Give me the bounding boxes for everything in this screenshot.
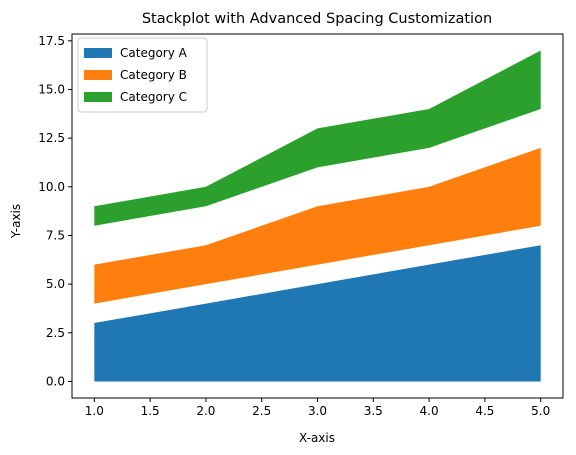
y-tick-label: 7.5 xyxy=(46,228,65,242)
legend-label: Category B xyxy=(120,68,187,82)
x-axis-label: X-axis xyxy=(299,431,335,445)
legend: Category A Category B Category C xyxy=(77,37,208,113)
legend-label: Category C xyxy=(120,90,187,104)
x-axis-ticks: 1.0 1.5 2.0 2.5 3.0 3.5 4.0 4.5 5.0 xyxy=(85,398,550,418)
legend-swatch xyxy=(84,92,112,102)
x-tick-label: 5.0 xyxy=(531,404,550,418)
y-tick-label: 5.0 xyxy=(46,277,65,291)
y-axis-label: Y-axis xyxy=(9,204,23,239)
y-tick-label: 10.0 xyxy=(38,180,65,194)
y-tick-label: 0.0 xyxy=(46,374,65,388)
legend-swatch xyxy=(84,70,112,80)
area-series-category-c xyxy=(94,50,541,226)
x-tick-label: 1.5 xyxy=(141,404,160,418)
legend-swatch xyxy=(84,48,112,58)
y-tick-label: 2.5 xyxy=(46,326,65,340)
x-tick-label: 4.5 xyxy=(475,404,494,418)
y-axis-ticks: 0.0 2.5 5.0 7.5 10.0 12.5 15.0 17.5 xyxy=(38,34,72,388)
x-tick-label: 3.0 xyxy=(308,404,327,418)
chart-title: Stackplot with Advanced Spacing Customiz… xyxy=(142,11,492,27)
y-tick-label: 12.5 xyxy=(38,131,65,145)
x-tick-label: 4.0 xyxy=(420,404,439,418)
x-tick-label: 2.5 xyxy=(252,404,271,418)
x-tick-label: 2.0 xyxy=(196,404,215,418)
legend-label: Category A xyxy=(120,46,188,60)
x-tick-label: 3.5 xyxy=(364,404,383,418)
area-series-category-a xyxy=(94,245,541,382)
area-layer xyxy=(94,50,541,382)
x-tick-label: 1.0 xyxy=(85,404,104,418)
y-tick-label: 15.0 xyxy=(38,82,65,96)
area-series-category-b xyxy=(94,147,541,304)
y-tick-label: 17.5 xyxy=(38,34,65,48)
